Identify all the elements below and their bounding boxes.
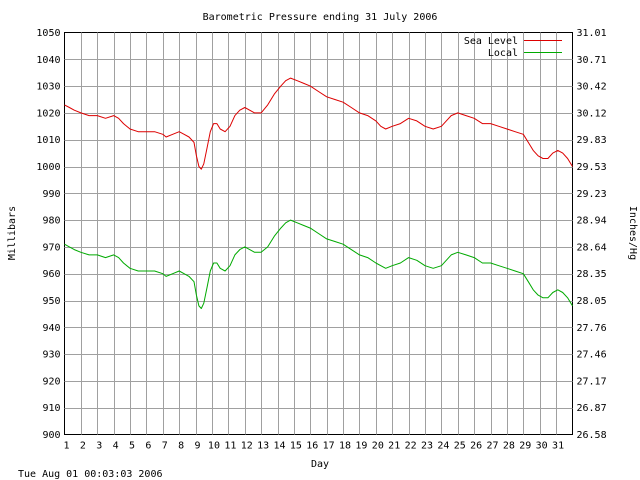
x-tick-label: 30 [536, 441, 548, 452]
x-tick-label: 19 [355, 441, 367, 452]
y-tick-label: 1010 [36, 135, 60, 146]
x-tick-label: 7 [162, 441, 168, 452]
x-axis-ticks: 1 2 3 4 5 6 7 8 9 10 11 12 13 14 15 16 17 18 19 20 21 22 23 24 2… [63, 441, 564, 452]
x-tick-label: 4 [113, 441, 119, 452]
y-tick-label: 910 [42, 403, 60, 414]
x-tick-label: 28 [503, 441, 515, 452]
y2-tick-label: 31.01 [577, 28, 607, 39]
x-tick-label: 29 [519, 441, 531, 452]
series-lines [64, 77, 573, 309]
x-tick-label: 27 [487, 441, 499, 452]
x-tick-label: 11 [224, 441, 236, 452]
series-line-sea-level [64, 77, 573, 170]
legend-label-local: Local [488, 48, 518, 59]
x-tick-label: 10 [208, 441, 220, 452]
x-tick-label: 18 [339, 441, 351, 452]
x-tick-label: 12 [241, 441, 253, 452]
series-line-local [64, 219, 573, 309]
x-tick-label: 31 [552, 441, 564, 452]
y-tick-label: 1020 [36, 108, 60, 119]
y2-tick-label: 28.94 [577, 216, 607, 227]
y2-axis-label: Inches/Hg [627, 206, 638, 260]
y2-tick-label: 28.35 [577, 269, 607, 280]
x-tick-label: 6 [145, 441, 151, 452]
x-tick-label: 14 [273, 441, 285, 452]
y2-tick-label: 30.42 [577, 82, 607, 93]
y-tick-label: 1000 [36, 162, 60, 173]
x-tick-label: 2 [80, 441, 86, 452]
y2-tick-label: 29.83 [577, 135, 607, 146]
chart-title: Barometric Pressure ending 31 July 2006 [203, 12, 438, 23]
y-axis-right-ticks: 26.58 26.87 27.17 27.46 27.76 28.05 28.35 28.64… [577, 28, 607, 441]
y2-tick-label: 29.23 [577, 189, 607, 200]
x-tick-label: 8 [178, 441, 184, 452]
x-tick-label: 22 [405, 441, 417, 452]
y-tick-label: 940 [42, 323, 60, 334]
x-tick-label: 15 [290, 441, 302, 452]
x-tick-label: 1 [63, 441, 69, 452]
y-tick-label: 960 [42, 269, 60, 280]
y2-tick-label: 28.05 [577, 296, 607, 307]
x-tick-label: 20 [372, 441, 384, 452]
y-tick-label: 980 [42, 216, 60, 227]
y2-tick-label: 27.17 [577, 376, 607, 387]
x-tick-label: 23 [421, 441, 433, 452]
y2-tick-label: 29.53 [577, 162, 607, 173]
y-tick-label: 900 [42, 430, 60, 441]
y-tick-label: 990 [42, 189, 60, 200]
legend-label-sea-level: Sea Level [464, 36, 518, 47]
x-tick-label: 9 [195, 441, 201, 452]
y-tick-label: 920 [42, 376, 60, 387]
x-tick-label: 16 [306, 441, 318, 452]
y2-tick-label: 27.46 [577, 350, 607, 361]
y-tick-label: 1050 [36, 28, 60, 39]
x-axis-label: Day [311, 459, 329, 470]
x-tick-label: 13 [257, 441, 269, 452]
y-tick-label: 1030 [36, 82, 60, 93]
y2-tick-label: 27.76 [577, 323, 607, 334]
x-tick-label: 26 [470, 441, 482, 452]
x-tick-label: 25 [454, 441, 466, 452]
y2-tick-label: 30.71 [577, 55, 607, 66]
grid-lines [64, 32, 573, 435]
footer-timestamp: Tue Aug 01 00:03:03 2006 [18, 469, 163, 480]
y-tick-label: 970 [42, 242, 60, 253]
x-tick-label: 21 [388, 441, 400, 452]
y2-tick-label: 26.58 [577, 430, 607, 441]
y-axis-left-ticks: 900 910 920 930 940 950 960 970 980 990 1000 1010 10… [36, 28, 60, 441]
y-tick-label: 1040 [36, 55, 60, 66]
y-axis-label: Millibars [7, 206, 18, 260]
y-tick-label: 930 [42, 350, 60, 361]
x-tick-label: 5 [129, 441, 135, 452]
y2-tick-label: 26.87 [577, 403, 607, 414]
y-tick-label: 950 [42, 296, 60, 307]
x-tick-label: 3 [96, 441, 102, 452]
x-tick-label: 24 [437, 441, 449, 452]
x-tick-label: 17 [323, 441, 335, 452]
y2-tick-label: 30.12 [577, 108, 607, 119]
y2-tick-label: 28.64 [577, 242, 607, 253]
